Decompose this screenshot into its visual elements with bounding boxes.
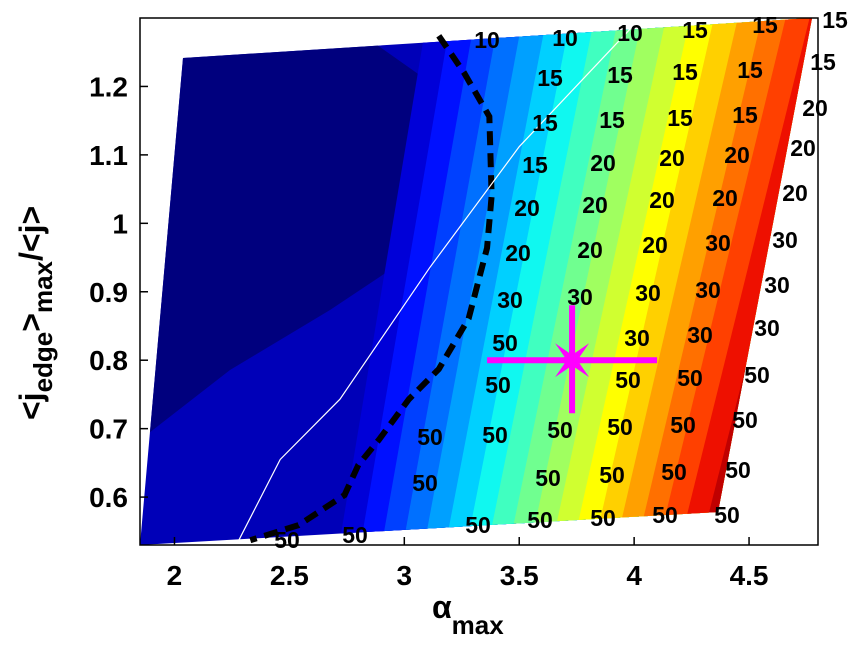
contour-label: 50: [482, 422, 508, 448]
plot-frame: [139, 17, 819, 546]
contour-label: 50: [599, 462, 625, 488]
contour-label: 20: [505, 240, 531, 266]
contour-label: 50: [615, 367, 641, 393]
contour-label: 15: [607, 62, 633, 88]
contour-label: 15: [732, 102, 758, 128]
y-tick-label: 0.9: [89, 277, 128, 308]
contour-label: 20: [724, 142, 750, 168]
y-tick-label: 1.2: [89, 71, 128, 102]
contour-label: 20: [642, 232, 668, 258]
contour-label: 20: [514, 195, 540, 221]
contour-label: 20: [782, 180, 808, 206]
contour-label: 15: [672, 59, 698, 85]
contour-label: 50: [465, 512, 491, 538]
contour-band: [140, 40, 465, 440]
y-axis-label: <jedge>max/<j>: [13, 206, 58, 420]
x-label-main: α: [432, 589, 452, 625]
x-axis-label: αmax: [432, 589, 504, 640]
x-tick-label: 3.5: [500, 560, 539, 591]
y-tick-label: 0.8: [89, 345, 128, 376]
contour-label: 20: [590, 150, 616, 176]
contour-label: 15: [752, 12, 778, 38]
contour-label: 20: [712, 185, 738, 211]
y-tick-label: 0.6: [89, 482, 128, 513]
contour-field: [140, 18, 812, 545]
contour-label: 20: [659, 145, 685, 171]
contour-label: 30: [567, 284, 593, 310]
contour-label: 15: [522, 152, 548, 178]
y-tick-label: 1: [112, 208, 128, 239]
contour-label: 50: [547, 417, 573, 443]
contour-label: 30: [497, 287, 523, 313]
contour-label: 15: [822, 7, 848, 33]
y-label-sub: edge: [28, 332, 58, 393]
contour-label: 15: [682, 17, 708, 43]
x-tick-label: 4: [626, 560, 642, 591]
contour-label: 20: [649, 187, 675, 213]
contour-label: 50: [652, 502, 678, 528]
y-label-part: >: [13, 313, 49, 332]
y-label-part: /<j>: [13, 206, 49, 261]
contour-label: 15: [667, 105, 693, 131]
contour-label: 50: [732, 407, 758, 433]
contour-label: 20: [802, 95, 828, 121]
contour-label: 15: [537, 65, 563, 91]
contour-label: 50: [670, 412, 696, 438]
contour-label: 50: [535, 465, 561, 491]
contour-label: 50: [607, 414, 633, 440]
x-tick-label: 2: [167, 560, 183, 591]
contour-label: 50: [714, 502, 740, 528]
contour-label: 30: [635, 280, 661, 306]
contour-label: 50: [744, 362, 770, 388]
contour-label: 20: [790, 135, 816, 161]
contour-label: 50: [342, 522, 368, 548]
contour-label: 20: [577, 237, 603, 263]
contour-label: 50: [590, 505, 616, 531]
y-label-sub: max: [28, 260, 58, 313]
contour-label: 10: [474, 27, 500, 53]
contour-label: 50: [527, 507, 553, 533]
contour-label: 30: [705, 230, 731, 256]
contour-line: [249, 34, 495, 544]
contour-label: 15: [532, 110, 558, 136]
contour-label: 10: [552, 25, 578, 51]
x-label-sub: max: [452, 610, 505, 640]
contour-label: 50: [725, 457, 751, 483]
x-tick-label: 3: [397, 560, 413, 591]
x-tick-label: 2.5: [270, 560, 309, 591]
x-tick-label: 4.5: [730, 560, 769, 591]
contour-label: 15: [599, 107, 625, 133]
contour-label: 15: [810, 49, 836, 75]
contour-label: 50: [412, 470, 438, 496]
contour-label: 10: [617, 20, 643, 46]
contour-label: 50: [661, 459, 687, 485]
contour-line: [238, 24, 635, 541]
contour-label: 30: [624, 325, 650, 351]
marker: [487, 305, 658, 414]
contour-label: 15: [737, 57, 763, 83]
contour-label: 30: [754, 315, 780, 341]
marker-star: [548, 336, 597, 385]
contour-label: 50: [492, 330, 518, 356]
contour-label: 20: [582, 192, 608, 218]
contour-label: 50: [417, 424, 443, 450]
contour-label: 30: [687, 322, 713, 348]
contour-label: 30: [772, 227, 798, 253]
y-tick-label: 1.1: [89, 140, 128, 171]
lines: [238, 24, 635, 544]
y-tick-label: 0.7: [89, 414, 128, 445]
contour-label: 30: [764, 272, 790, 298]
y-label-part: <j: [13, 392, 49, 420]
contour-label: 50: [274, 527, 300, 553]
contour-label: 50: [677, 365, 703, 391]
contour-label: 30: [695, 277, 721, 303]
contour-label: 50: [485, 372, 511, 398]
